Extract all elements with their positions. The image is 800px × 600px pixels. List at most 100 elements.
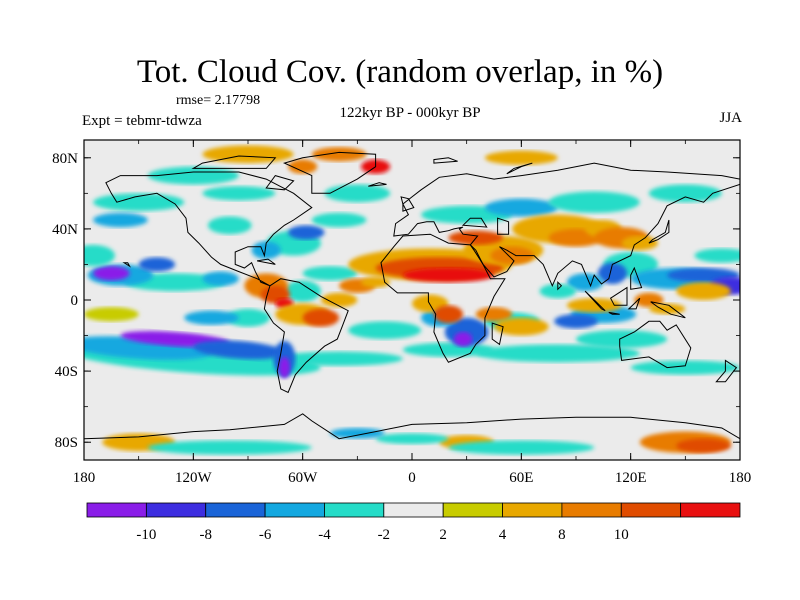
colorbar-box [502,502,563,518]
anomaly-region [311,212,367,228]
anomaly-region [288,159,318,174]
coastline [506,162,533,175]
colorbar-box [205,502,266,518]
anomaly-region [251,241,281,260]
colorbar-box [86,502,147,518]
coastline [461,217,488,228]
colorbar-box [620,502,682,518]
lat-tick-label: 0 [71,293,79,309]
anomaly-region [554,314,598,329]
anomaly-region [484,150,558,165]
anomaly-region [676,438,731,453]
coastline [400,196,415,212]
anomaly-region [93,193,185,212]
coastline [84,413,740,460]
anomaly-region [597,262,628,285]
map-ticks: 180 120W 60W 0 60E 120E 180 80N 40N 0 40S 80S [52,140,751,486]
anomaly-region [539,284,576,299]
anomaly-region [184,310,239,325]
coastline [584,290,606,312]
colorbar-label: -4 [318,527,331,543]
anomaly-region [147,166,239,185]
coastline [433,157,458,164]
colorbar-box [324,502,385,518]
lon-tick-label: 60W [288,470,318,486]
anomaly-region [694,248,740,263]
anomaly-region [202,186,276,201]
anomaly-region [490,246,535,265]
colorbar-box [561,502,622,518]
anomaly-region [566,298,622,313]
season-label: JJA [719,110,742,126]
anomaly-region [648,184,722,203]
anomaly-region [193,340,285,360]
coastline [650,301,686,319]
anomaly-region [93,266,130,281]
coastline [630,266,643,290]
lon-tick-label: 120E [615,470,647,486]
coastline [257,258,276,265]
map-background [84,140,740,460]
lat-tick-label: 40S [55,364,78,380]
anomaly-region [202,271,239,286]
anomaly-region [207,216,252,235]
lon-tick-label: 120W [175,470,213,486]
anomaly-region [402,268,495,283]
coastline [609,286,628,306]
colorbar-label: -10 [136,527,156,543]
colorbar-label: 2 [439,527,447,543]
anomaly-region [302,308,340,327]
anomaly-region [576,330,668,348]
colorbar-label: 8 [558,527,566,543]
anomaly-region [493,317,549,336]
anomaly-field [84,145,740,455]
anomaly-region [630,360,740,375]
anomaly-region [84,307,139,322]
lon-tick-label: 180 [73,470,96,486]
colorbar-box [264,502,325,518]
colorbar-labels: -10 -8 -6 -4 -2 2 4 8 10 [136,527,628,543]
colorbar-box [442,502,503,518]
colorbar-label: -6 [259,527,272,543]
lat-tick-label: 80S [55,435,78,451]
coastline [263,278,349,394]
colorbar-boxes [86,502,741,518]
colorbar-box [680,502,741,518]
coastlines [84,151,740,460]
anomaly-region [84,244,115,267]
coastline [380,233,506,363]
coastline [265,175,295,191]
lat-tick-label: 40N [52,222,78,238]
coastline [393,162,740,288]
lon-tick-label: 0 [408,470,416,486]
coastline [368,182,387,187]
coastline [491,322,504,346]
anomaly-region [453,332,473,347]
anomaly-region [311,147,367,162]
anomaly-region [138,257,176,272]
anomaly-region [348,321,422,340]
coastline [105,171,313,287]
anomaly-region [278,356,290,379]
colorbar-label: 4 [499,527,507,543]
anomaly-region [324,184,391,203]
anomaly-region [484,198,558,217]
anomaly-region [475,344,640,363]
rmse-label: rmse= 2.17798 [176,93,261,108]
coastline [627,297,641,310]
lat-tick-label: 80N [52,151,78,167]
colorbar-label: 10 [614,527,629,543]
anomaly-region [93,212,148,228]
coastline [648,219,670,244]
anomaly-region [433,305,464,324]
anomaly-region [226,308,270,327]
anomaly-region [147,440,312,455]
lon-tick-label: 180 [729,470,752,486]
anomaly-region [288,225,325,240]
coastline [191,155,277,169]
coastline [608,311,620,315]
colorbar-label: -2 [378,527,391,543]
anomaly-region [566,273,604,292]
